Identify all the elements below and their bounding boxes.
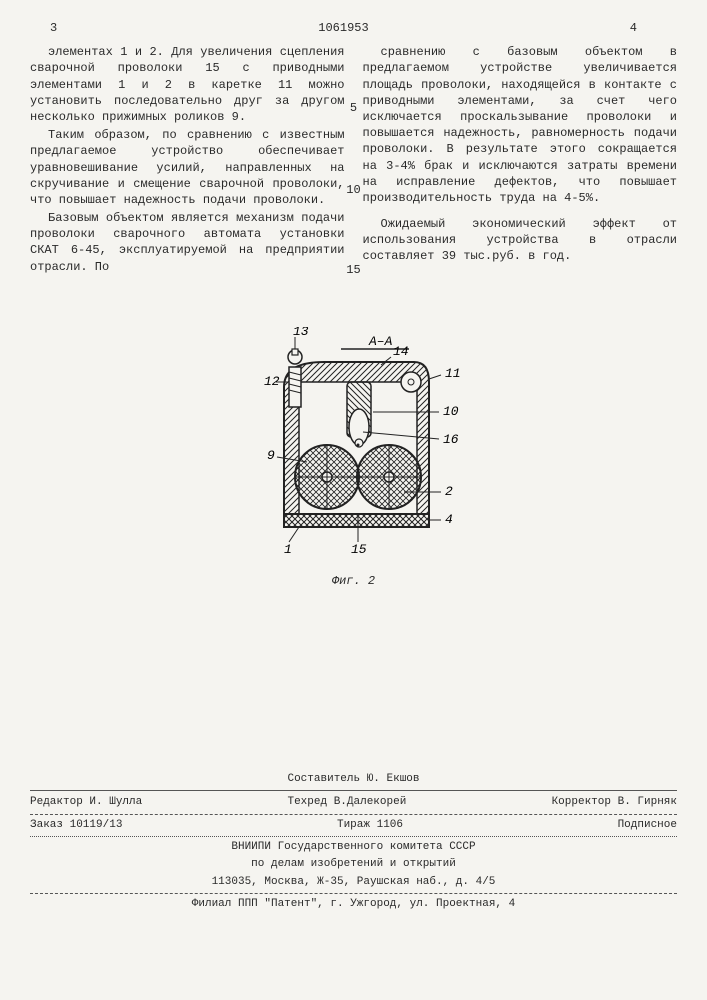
section-label: А–А [368, 334, 393, 349]
line-mark-5: 5 [350, 100, 357, 116]
text-columns: 5 10 15 элементах 1 и 2. Для увеличения … [30, 44, 677, 277]
corrector: Корректор В. Гирняк [552, 795, 677, 810]
page-num-right: 4 [630, 20, 637, 36]
left-para-2: Таким образом, по сравнению с известным … [30, 127, 345, 208]
page-num-left: 3 [50, 20, 57, 36]
figure-2: А–А [30, 327, 677, 589]
org-line-1: ВНИИПИ Государственного комитета СССР [30, 837, 677, 855]
left-para-3: Базовым объектом является механизм подач… [30, 210, 345, 275]
callout-2: 2 [445, 484, 453, 499]
order-number: Заказ 10119/13 [30, 818, 122, 833]
callout-15: 15 [351, 542, 367, 557]
callout-11: 11 [445, 366, 461, 381]
callout-12: 12 [264, 374, 280, 389]
editor: Редактор И. Шулла [30, 795, 142, 810]
tech-editor: Техред В.Далекорей [287, 795, 406, 810]
subscription: Подписное [618, 818, 677, 833]
callout-1: 1 [284, 542, 292, 557]
right-column: сравнению с базовым объектом в предлагае… [363, 44, 678, 277]
right-para-1: сравнению с базовым объектом в предлагае… [363, 44, 678, 206]
address-1: 113035, Москва, Ж-35, Раушская наб., д. … [30, 872, 677, 894]
figure-caption: Фиг. 2 [30, 573, 677, 589]
org-line-2: по делам изобретений и открытий [30, 854, 677, 872]
callout-9: 9 [267, 448, 275, 463]
line-mark-15: 15 [346, 262, 360, 278]
composer-line: Составитель Ю. Екшов [30, 769, 677, 790]
left-column: элементах 1 и 2. Для увеличения сцеплени… [30, 44, 345, 277]
callout-16: 16 [443, 432, 459, 447]
document-number: 1061953 [57, 20, 630, 36]
callout-10: 10 [443, 404, 459, 419]
tirazh: Тираж 1106 [337, 818, 403, 833]
callout-4: 4 [445, 512, 453, 527]
line-mark-10: 10 [346, 182, 360, 198]
right-para-2: Ожидаемый экономический эффект от исполь… [363, 216, 678, 265]
figure-svg: А–А [229, 327, 479, 567]
spring-screw [288, 349, 302, 407]
imprint-footer: Составитель Ю. Екшов Редактор И. Шулла Т… [30, 769, 677, 912]
callout-13: 13 [293, 327, 309, 339]
address-2: Филиал ППП "Патент", г. Ужгород, ул. Про… [30, 894, 677, 912]
left-para-1: элементах 1 и 2. Для увеличения сцеплени… [30, 44, 345, 125]
callout-14: 14 [393, 344, 409, 359]
page-header: 3 1061953 4 [30, 20, 677, 36]
